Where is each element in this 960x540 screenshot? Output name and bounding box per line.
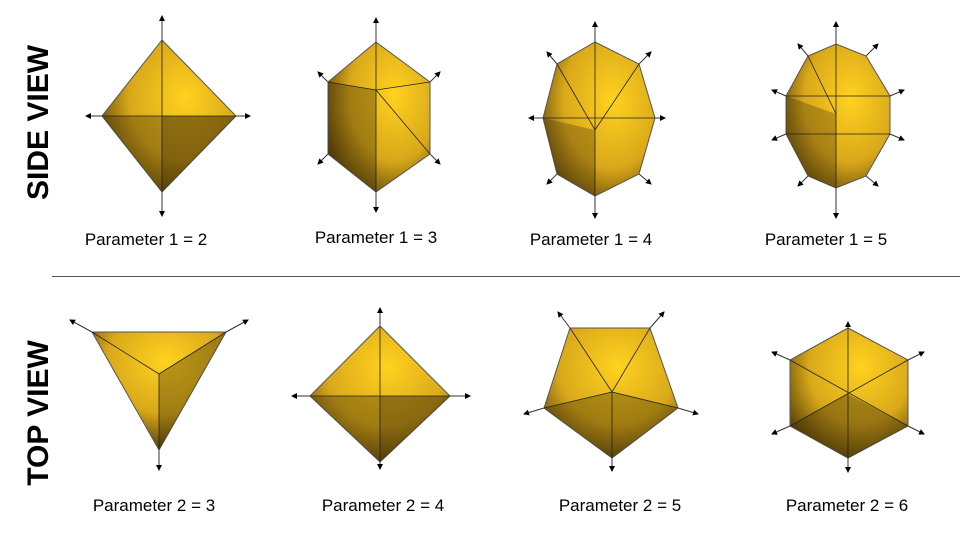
top-view-shape-3 <box>523 311 699 472</box>
top-caption-1: Parameter 2 = 3 <box>92 496 216 515</box>
side-caption-1: Parameter 1 = 2 <box>84 230 208 249</box>
side-view-label: SIDE VIEW <box>22 44 55 200</box>
side-caption-4: Parameter 1 = 5 <box>764 230 888 249</box>
top-view-shape-4 <box>771 321 925 473</box>
side-view-shape-3 <box>528 21 666 219</box>
side-view-shape-2 <box>317 17 441 213</box>
top-view-shape-1 <box>69 319 249 471</box>
side-caption-3: Parameter 1 = 4 <box>529 230 653 249</box>
top-caption-3: Parameter 2 = 5 <box>558 496 682 515</box>
top-view-shape-2 <box>291 307 471 470</box>
top-view-label: TOP VIEW <box>22 340 55 486</box>
top-caption-2: Parameter 2 = 4 <box>321 496 445 515</box>
row-divider <box>52 276 960 277</box>
top-caption-4: Parameter 2 = 6 <box>785 496 909 515</box>
side-view-shape-4 <box>771 21 905 219</box>
side-view-shape-1 <box>85 15 251 217</box>
side-caption-2: Parameter 1 = 3 <box>314 228 438 247</box>
